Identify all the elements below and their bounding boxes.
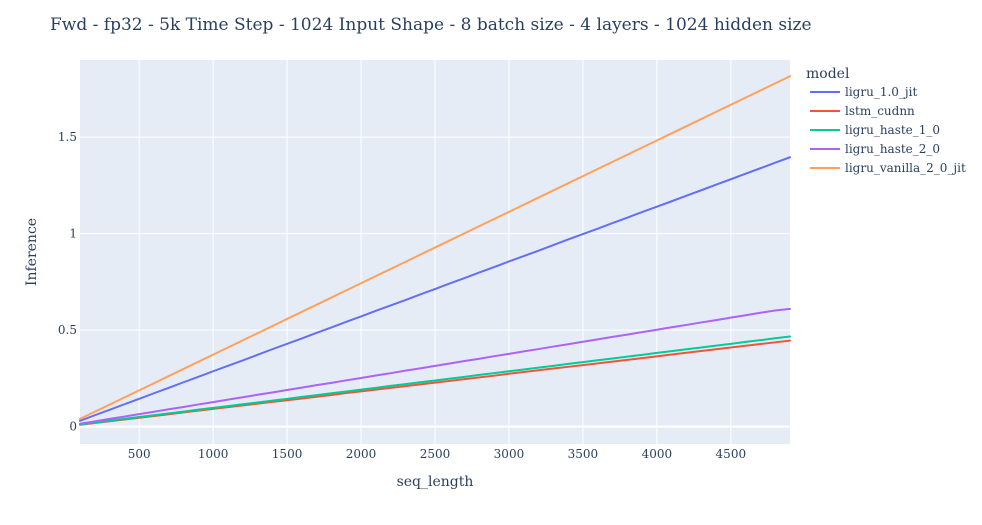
series-line-ligru_haste_2_0 xyxy=(79,307,791,425)
x-axis-title: seq_length xyxy=(397,474,474,490)
x-tick-label: 1500 xyxy=(272,447,303,461)
x-tick-label: 4500 xyxy=(716,447,747,461)
x-tick-label: 3000 xyxy=(494,447,525,461)
legend-item[interactable]: ligru_vanilla_2_0_jit xyxy=(810,161,966,175)
legend-item[interactable]: lstm_cudnn xyxy=(810,104,915,118)
legend-label: ligru_haste_1_0 xyxy=(845,123,940,137)
series-lines xyxy=(79,75,791,426)
x-tick-label: 500 xyxy=(128,447,151,461)
legend-label: ligru_1.0_jit xyxy=(845,85,917,99)
x-tick-label: 4000 xyxy=(642,447,673,461)
series-line-ligru_1.0_jit xyxy=(79,156,791,422)
grid-lines xyxy=(80,60,790,444)
legend-label: ligru_haste_2_0 xyxy=(845,142,940,156)
series-line-ligru_haste_1_0 xyxy=(79,335,791,426)
y-tick-label: 1.5 xyxy=(58,130,77,144)
x-tick-label: 2000 xyxy=(346,447,377,461)
y-axis-ticks: 0 0.5 1 1.5 xyxy=(58,130,77,433)
x-tick-label: 2500 xyxy=(420,447,451,461)
y-tick-label: 0.5 xyxy=(58,323,77,337)
y-tick-label: 0 xyxy=(69,420,77,434)
x-tick-label: 1000 xyxy=(198,447,229,461)
y-axis-title: Inference xyxy=(24,218,40,286)
x-axis-ticks: 500 1000 1500 2000 2500 3000 3500 4000 4500 xyxy=(128,447,746,461)
legend-label: lstm_cudnn xyxy=(845,104,915,118)
legend-item[interactable]: ligru_haste_1_0 xyxy=(810,123,940,137)
chart-title: Fwd - fp32 - 5k Time Step - 1024 Input S… xyxy=(50,15,812,35)
x-tick-label: 3500 xyxy=(568,447,599,461)
legend-title: model xyxy=(806,66,850,82)
legend-item[interactable]: ligru_1.0_jit xyxy=(810,85,917,99)
legend-items: ligru_1.0_jit lstm_cudnn ligru_haste_1_0li… xyxy=(810,85,966,175)
legend-label: ligru_vanilla_2_0_jit xyxy=(845,161,966,175)
series-line-ligru_vanilla_2_0_jit xyxy=(79,75,791,420)
legend-item[interactable]: ligru_haste_2_0 xyxy=(810,142,940,156)
legend: model ligru_1.0_jit lstm_cudnn ligru_haste… xyxy=(806,66,966,175)
y-tick-label: 1 xyxy=(69,227,77,241)
